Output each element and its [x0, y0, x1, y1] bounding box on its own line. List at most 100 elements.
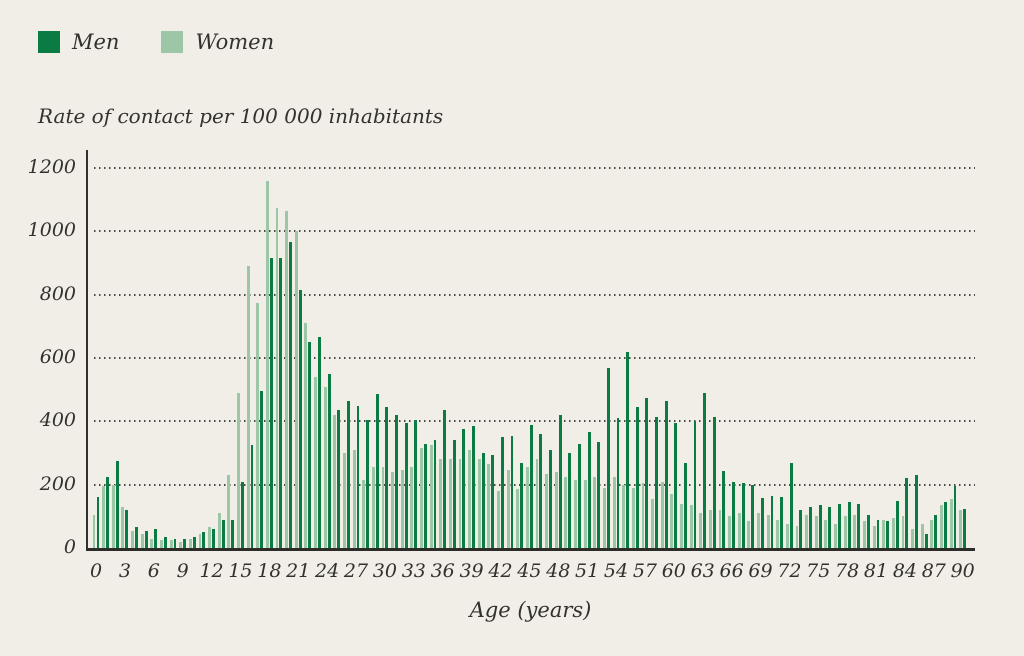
bar-women-age-2 — [111, 484, 115, 548]
bar-women-age-58 — [651, 498, 655, 548]
bar-men-age-8 — [173, 538, 177, 548]
x-tick-label-12: 12 — [199, 560, 224, 582]
bar-men-age-77 — [838, 503, 841, 548]
bar-men-age-53 — [606, 367, 610, 548]
bar-women-age-69 — [757, 513, 760, 548]
bar-men-age-35 — [433, 440, 437, 548]
bar-women-age-18 — [265, 180, 269, 548]
bar-women-age-62 — [689, 505, 693, 548]
x-tick-label-69: 69 — [748, 560, 773, 582]
bar-men-age-56 — [635, 407, 639, 548]
bar-men-age-6 — [154, 529, 158, 548]
bar-men-age-11 — [202, 532, 206, 548]
y-tick-label-0: 0 — [63, 536, 76, 558]
bar-women-age-4 — [131, 530, 134, 548]
bar-women-age-82 — [882, 519, 886, 548]
x-axis-title: Age (years) — [469, 598, 592, 622]
x-tick-label-90: 90 — [950, 560, 975, 582]
bar-women-age-37 — [448, 459, 452, 548]
bar-men-age-64 — [712, 416, 716, 548]
bar-men-age-22 — [308, 342, 312, 548]
bar-men-age-30 — [385, 407, 389, 548]
bar-women-age-56 — [631, 487, 635, 548]
bar-women-age-47 — [545, 473, 549, 548]
bar-men-age-41 — [491, 454, 495, 548]
x-tick-label-57: 57 — [632, 560, 657, 582]
bar-men-age-16 — [250, 445, 254, 548]
bar-men-age-45 — [529, 424, 533, 548]
bar-men-age-51 — [587, 432, 591, 548]
bar-men-age-54 — [616, 418, 620, 548]
bar-men-age-83 — [895, 500, 899, 548]
bar-men-age-76 — [828, 506, 832, 548]
bar-men-age-7 — [163, 536, 167, 548]
legend-label-men: Men — [72, 30, 120, 54]
x-tick-label-84: 84 — [892, 560, 917, 582]
legend-label-women: Women — [195, 30, 275, 54]
bar-women-age-88 — [940, 505, 943, 548]
bar-men-age-71 — [780, 497, 784, 548]
bar-women-age-36 — [439, 459, 443, 548]
x-tick-label-45: 45 — [517, 560, 542, 582]
bar-women-age-11 — [198, 533, 202, 548]
bar-men-age-42 — [500, 437, 504, 548]
bar-men-age-39 — [472, 426, 475, 548]
bar-men-age-25 — [337, 410, 341, 548]
bar-men-age-31 — [395, 415, 398, 548]
bar-men-age-57 — [645, 397, 649, 548]
bar-men-age-62 — [693, 421, 697, 548]
bar-men-age-0 — [96, 497, 100, 548]
bar-men-age-70 — [770, 495, 774, 548]
bar-men-age-24 — [327, 373, 331, 548]
bar-men-age-81 — [876, 519, 880, 548]
bar-women-age-10 — [188, 538, 192, 548]
bar-women-age-57 — [641, 483, 645, 548]
bar-men-age-65 — [722, 471, 726, 548]
bar-men-age-67 — [741, 483, 745, 548]
bar-women-age-84 — [901, 516, 905, 548]
x-tick-label-60: 60 — [661, 560, 686, 582]
bar-women-age-50 — [574, 479, 577, 548]
bar-women-age-6 — [150, 538, 154, 548]
bar-men-age-14 — [231, 520, 235, 548]
x-tick-label-63: 63 — [690, 560, 715, 582]
bar-women-age-16 — [246, 266, 250, 548]
bar-men-age-63 — [703, 392, 707, 548]
bar-women-age-29 — [371, 466, 375, 548]
bar-women-age-45 — [525, 467, 529, 548]
bar-men-age-60 — [674, 422, 678, 548]
bar-women-age-77 — [834, 524, 837, 548]
bar-men-age-18 — [269, 258, 273, 548]
bar-men-age-21 — [298, 289, 302, 548]
gridline-200 — [94, 483, 975, 486]
bar-women-age-35 — [429, 445, 433, 548]
bar-men-age-15 — [240, 481, 244, 548]
bar-women-age-13 — [217, 513, 221, 548]
bar-men-age-29 — [375, 394, 379, 548]
bar-men-age-36 — [443, 410, 447, 548]
bar-women-age-76 — [824, 519, 828, 548]
bar-women-age-53 — [602, 487, 606, 548]
bar-women-age-61 — [680, 503, 683, 548]
x-tick-label-24: 24 — [315, 560, 340, 582]
bar-women-age-20 — [285, 210, 289, 548]
bar-women-age-31 — [391, 472, 395, 548]
bar-men-age-28 — [366, 419, 370, 548]
legend-item-men: Men — [38, 30, 119, 54]
bar-women-age-9 — [179, 541, 183, 548]
bar-women-age-34 — [420, 448, 423, 548]
legend-item-women: Women — [161, 30, 274, 54]
x-tick-label-3: 3 — [118, 560, 131, 582]
bar-women-age-68 — [747, 521, 751, 548]
bar-men-age-82 — [886, 521, 890, 548]
bar-women-age-22 — [304, 323, 308, 548]
bar-men-age-10 — [192, 536, 196, 548]
bar-women-age-81 — [872, 525, 876, 548]
bar-women-age-21 — [294, 231, 298, 548]
bar-men-age-23 — [317, 337, 321, 548]
bar-women-age-59 — [660, 481, 664, 548]
bar-women-age-73 — [795, 525, 799, 548]
bar-women-age-25 — [333, 415, 337, 548]
women-color-swatch — [161, 31, 184, 53]
bar-women-age-32 — [400, 470, 404, 548]
